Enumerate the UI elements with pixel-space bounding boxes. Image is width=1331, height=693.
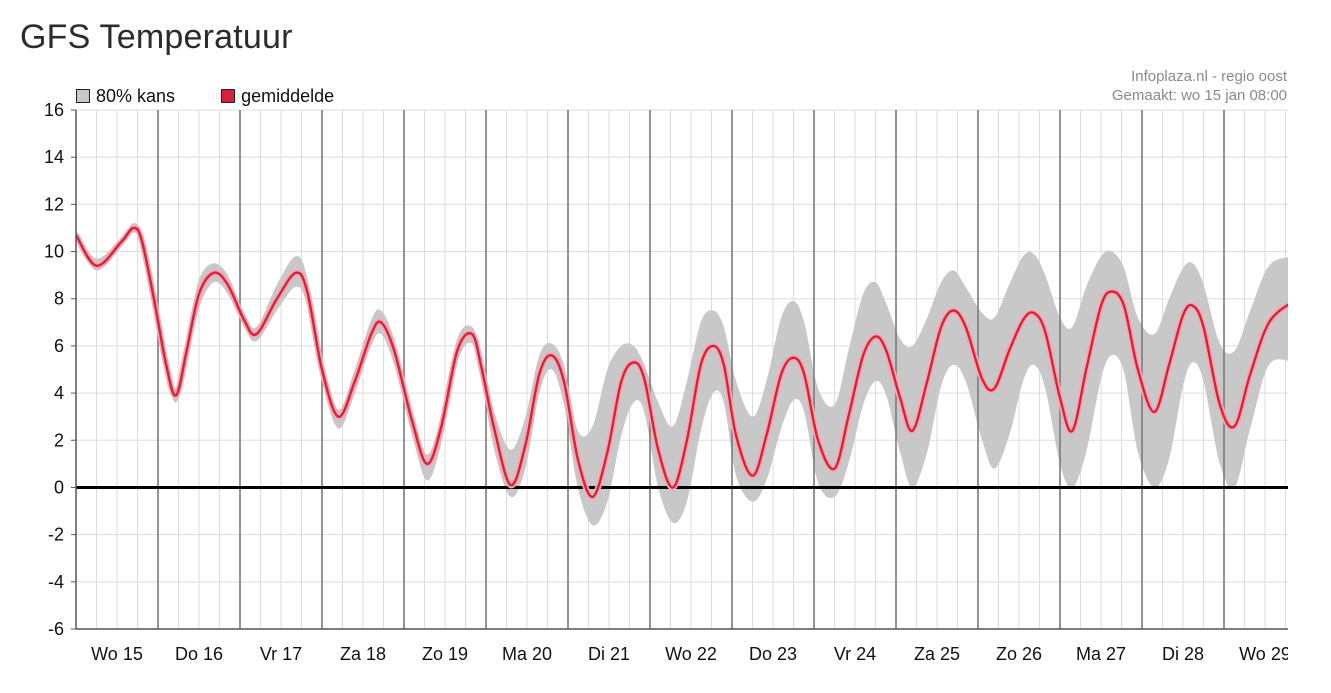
y-tick-label: 16 <box>44 100 64 120</box>
legend-label-band: 80% kans <box>96 85 176 106</box>
x-tick-label: Do 16 <box>175 644 223 664</box>
legend-swatch-mean <box>221 89 236 103</box>
y-tick-label: 4 <box>54 383 64 403</box>
y-tick-label: 6 <box>54 336 64 356</box>
y-tick-label: 8 <box>54 289 64 309</box>
y-tick-label: -2 <box>48 525 64 545</box>
x-tick-label: Ma 27 <box>1076 644 1126 664</box>
legend-item-band: 80% kans <box>76 86 175 107</box>
y-tick-label: 2 <box>54 430 64 450</box>
legend-item-mean: gemiddelde <box>221 86 334 107</box>
page-title: GFS Temperatuur <box>20 18 293 56</box>
x-tick-label: Vr 17 <box>260 644 302 664</box>
x-tick-label: Za 25 <box>914 644 960 664</box>
x-tick-label: Do 23 <box>749 644 797 664</box>
y-tick-label: 0 <box>54 477 64 497</box>
x-tick-label: Wo 15 <box>91 644 143 664</box>
x-tick-label: Wo 29 <box>1239 644 1291 664</box>
series-line-gemiddelde <box>76 226 1288 499</box>
credit-source: Infoplaza.nl - regio oost <box>1131 68 1287 85</box>
legend-swatch-band <box>76 89 90 103</box>
x-tick-label: Wo 22 <box>665 644 717 664</box>
band-80pct <box>76 223 1288 526</box>
credit-timestamp: Gemaakt: wo 15 jan 08:00 <box>1111 87 1287 104</box>
chart-legend: 80% kans gemiddelde <box>76 85 380 107</box>
x-tick-label: Zo 19 <box>422 644 468 664</box>
x-tick-label: Di 28 <box>1162 644 1204 664</box>
y-tick-label: 12 <box>44 194 64 214</box>
legend-label-mean: gemiddelde <box>241 85 335 106</box>
x-tick-label: Za 18 <box>340 644 386 664</box>
x-tick-label: Ma 20 <box>502 644 552 664</box>
x-tick-label: Di 21 <box>588 644 630 664</box>
x-tick-label: Zo 26 <box>996 644 1042 664</box>
x-tick-label: Vr 24 <box>834 644 876 664</box>
y-tick-label: 10 <box>44 242 64 262</box>
y-tick-label: 14 <box>44 147 64 167</box>
chart-credit: Infoplaza.nl - regio oost Gemaakt: wo 15… <box>1112 67 1287 105</box>
y-tick-label: -6 <box>48 619 64 639</box>
y-tick-label: -4 <box>48 572 64 592</box>
